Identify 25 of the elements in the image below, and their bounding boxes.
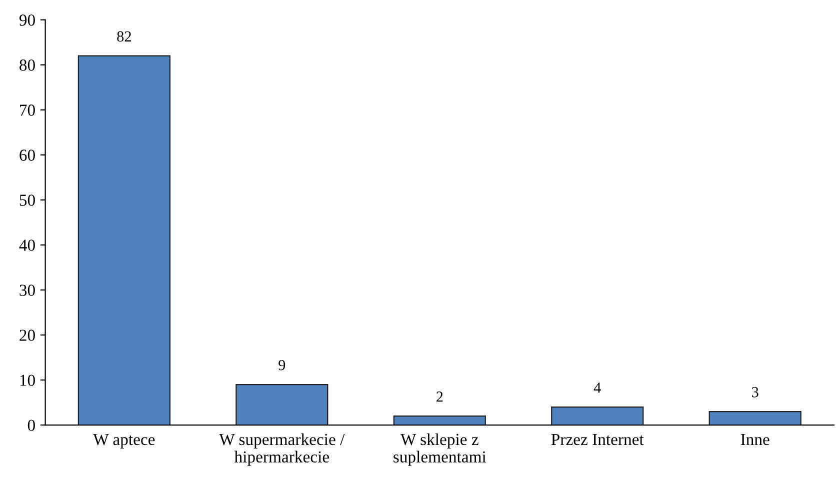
- y-tick-label: 50: [20, 194, 35, 206]
- data-label: 9: [278, 360, 286, 370]
- data-label: 4: [594, 382, 601, 393]
- bar: [236, 384, 328, 426]
- bar: [551, 406, 644, 426]
- y-tick-label: 70: [20, 104, 35, 116]
- x-tick-label: W sklepie z suplementami: [394, 433, 486, 466]
- x-tick-label: W supermarkecie / hipermarkecie: [219, 433, 345, 466]
- x-tick-label: Przez Internet: [551, 434, 644, 446]
- y-tick-label: 0: [28, 420, 35, 431]
- bar: [393, 415, 486, 426]
- y-tick-label: 10: [20, 374, 35, 386]
- data-label: 2: [436, 392, 443, 402]
- y-tick-label: 90: [19, 14, 35, 26]
- y-tick-label: 80: [20, 60, 35, 71]
- y-tick-label: 60: [20, 150, 35, 161]
- y-tick-label: 30: [20, 284, 35, 296]
- data-label: 82: [117, 31, 131, 42]
- x-tick-label: W aptece: [93, 434, 155, 448]
- y-tick-label: 40: [19, 240, 35, 251]
- x-tick-label: Inne: [740, 434, 770, 446]
- bar: [708, 410, 802, 426]
- y-tick-label: 20: [20, 330, 35, 341]
- data-label: 3: [752, 387, 758, 398]
- bar: [78, 55, 170, 426]
